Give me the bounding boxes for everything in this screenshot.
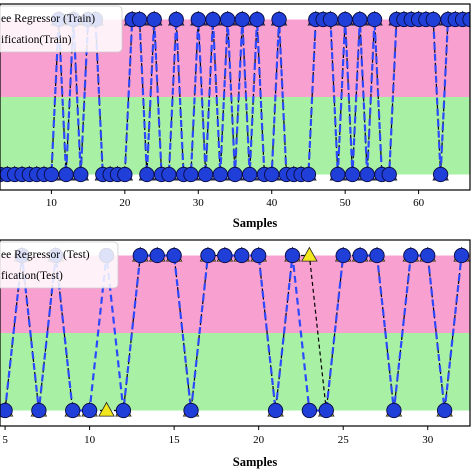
circle-marker	[251, 247, 267, 264]
circle-marker	[453, 247, 470, 264]
circle-marker	[330, 166, 346, 183]
circle-marker	[359, 166, 375, 183]
legend-entry: ee Regressor (Test)	[1, 249, 90, 261]
triangle-marker	[301, 246, 318, 262]
circle-marker	[168, 11, 184, 28]
circle-marker	[73, 166, 89, 183]
x-tick-label: 15	[169, 434, 181, 446]
x-tick-label: 20	[119, 197, 131, 209]
circle-marker	[344, 166, 361, 183]
circle-marker	[322, 11, 339, 28]
circle-marker	[183, 166, 199, 183]
triangle-marker	[98, 401, 115, 417]
circle-marker	[264, 166, 280, 183]
circle-marker	[432, 166, 449, 183]
circle-marker	[212, 166, 228, 183]
circle-marker	[200, 247, 216, 264]
x-tick-label: 5	[2, 434, 8, 446]
circle-marker	[139, 166, 155, 183]
legend: ee Regressor (Test) fication(Test)	[0, 241, 119, 289]
chart-panel-train: 10 20 30 40 50 60 Samples ee Regressor (Train) i…	[0, 3, 471, 230]
x-tick-label: 30	[193, 197, 205, 209]
circle-marker	[300, 166, 317, 183]
circle-marker	[425, 11, 441, 28]
x-tick-label: 40	[266, 197, 278, 209]
x-tick-label: 50	[340, 197, 352, 209]
plot-frame	[0, 3, 471, 191]
circle-marker	[166, 247, 182, 264]
circle-marker	[227, 166, 243, 183]
circle-marker	[234, 11, 250, 28]
circle-marker	[352, 11, 368, 28]
legend: ee Regressor (Train) ification(Train)	[0, 5, 123, 53]
circle-marker	[149, 247, 165, 264]
circle-marker	[0, 402, 13, 419]
circle-marker	[65, 402, 81, 419]
circle-marker	[369, 247, 385, 264]
x-axis-title: Samples	[233, 455, 278, 469]
circle-marker	[81, 402, 98, 419]
x-tick-label: 30	[422, 434, 434, 446]
circle-marker	[436, 402, 453, 419]
circle-marker	[386, 402, 402, 419]
plot-frame	[0, 239, 471, 427]
circle-marker	[318, 402, 334, 419]
circle-marker	[115, 402, 132, 419]
circle-marker	[249, 11, 265, 28]
x-tick-label: 20	[253, 434, 265, 446]
legend-entry: fication(Test)	[1, 270, 63, 282]
circle-marker	[301, 402, 318, 419]
circle-marker	[31, 402, 47, 419]
circle-marker	[190, 11, 206, 28]
circle-marker	[58, 166, 74, 183]
circle-marker	[381, 166, 397, 183]
circle-marker	[183, 402, 199, 419]
x-axis-title: Samples	[233, 216, 278, 230]
circle-marker	[335, 247, 351, 264]
series-line-0	[3, 254, 463, 412]
chart-panel-test: 5 10 15 20 25 30 Samples ee Regressor (Test) fic…	[0, 239, 471, 469]
circle-marker	[366, 11, 383, 28]
circle-marker	[420, 247, 436, 264]
circle-marker	[267, 402, 284, 419]
circle-marker	[132, 247, 148, 264]
x-tick-label: 25	[338, 434, 350, 446]
circle-marker	[242, 166, 258, 183]
circle-marker	[352, 247, 368, 264]
circle-marker	[43, 166, 60, 183]
circle-marker	[462, 11, 470, 28]
legend-entry: ification(Train)	[1, 34, 72, 46]
circle-marker	[271, 11, 287, 28]
circle-marker	[217, 247, 233, 264]
circle-marker	[220, 11, 236, 28]
plot-area	[0, 246, 470, 419]
circle-marker	[403, 247, 419, 264]
legend-entry: ee Regressor (Train)	[1, 13, 95, 25]
circle-marker	[117, 166, 133, 183]
circle-marker	[234, 247, 250, 264]
circle-marker	[205, 11, 221, 28]
x-tick-label: 60	[413, 197, 425, 209]
circle-marker	[146, 11, 162, 28]
legend-box	[0, 5, 123, 53]
circle-marker	[197, 166, 214, 183]
legend-box	[0, 241, 119, 289]
circle-marker	[284, 247, 301, 264]
x-tick-label: 10	[84, 434, 96, 446]
circle-marker	[337, 11, 353, 28]
circle-marker	[131, 11, 148, 28]
x-tick-label: 10	[46, 197, 58, 209]
circle-marker	[161, 166, 177, 183]
